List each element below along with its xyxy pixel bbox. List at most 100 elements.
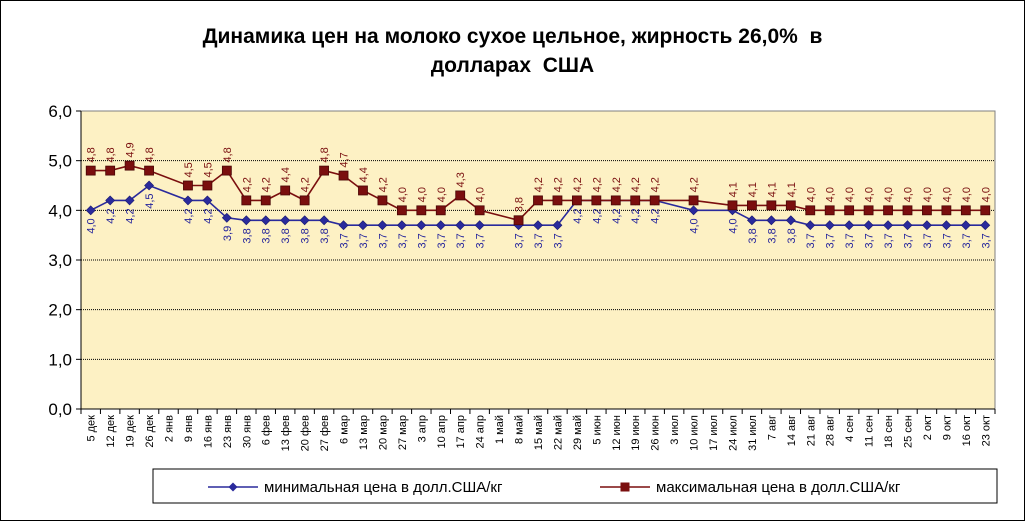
data-label-min: 3,7 [455, 233, 467, 248]
legend: минимальная цена в долл.США/кг максимальн… [152, 468, 998, 504]
x-tick-label: 30 янв [241, 415, 253, 448]
x-tick-label: 24 апр [475, 415, 487, 448]
x-tick-label: 27 фев [319, 415, 331, 451]
data-label-min: 3,8 [300, 228, 312, 243]
x-tick-label: 24 июл [727, 415, 739, 451]
data-point-min [124, 195, 135, 206]
legend-marker-max [620, 482, 630, 492]
data-label-min: 3,7 [436, 233, 448, 248]
x-tick-label: 7 авг [766, 415, 778, 440]
x-tick-label: 9 окт [941, 415, 953, 440]
x-tick-label: 1 май [494, 415, 506, 444]
data-label-max: 4,0 [883, 187, 895, 202]
x-tick-label: 27 мар [397, 415, 409, 450]
data-point-max [124, 160, 135, 171]
data-label-min: 3,7 [339, 233, 351, 248]
data-label-min: 3,8 [280, 228, 292, 243]
data-point-min [280, 215, 291, 226]
data-label-max: 4,2 [689, 177, 701, 192]
data-point-max [649, 195, 660, 206]
data-label-min: 3,7 [805, 233, 817, 248]
data-point-min [980, 220, 991, 231]
data-label-min: 4,0 [727, 218, 739, 233]
data-label-min: 3,7 [416, 233, 428, 248]
data-label-max: 4,8 [86, 147, 98, 162]
data-point-min [922, 220, 932, 231]
data-label-max: 4,2 [591, 177, 603, 192]
data-point-max [688, 195, 699, 206]
data-label-min: 4,0 [689, 218, 701, 233]
y-tick-label: 3,0 [48, 251, 72, 270]
chart-title: Динамика цен на молоко сухое цельное, жи… [0, 22, 1025, 80]
data-point-min [960, 220, 971, 231]
data-point-min [105, 195, 116, 206]
x-tick-label: 13 мар [358, 415, 370, 450]
x-tick-label: 5 дек [86, 415, 98, 442]
data-label-min: 3,7 [980, 233, 992, 248]
data-point-max [183, 180, 193, 191]
data-point-min [863, 220, 874, 231]
x-tick-label: 2 окт [922, 415, 934, 440]
data-point-min [338, 220, 349, 231]
data-label-max: 4,2 [300, 177, 312, 192]
data-point-min [844, 220, 855, 231]
data-label-min: 4,2 [125, 208, 137, 223]
data-point-max [299, 195, 310, 206]
x-tick-label: 18 сен [883, 415, 895, 448]
data-label-min: 3,7 [533, 233, 545, 248]
data-label-min: 3,7 [864, 233, 876, 248]
x-tick-label: 3 июл [669, 415, 681, 445]
data-point-max [396, 205, 407, 216]
data-point-max [513, 215, 524, 226]
data-label-min: 4,2 [572, 208, 584, 223]
data-label-min: 3,7 [941, 233, 953, 248]
data-label-min: 3,8 [747, 228, 759, 243]
data-label-max: 4,0 [805, 187, 817, 202]
data-label-min: 3,7 [844, 233, 856, 248]
data-label-max: 4,0 [436, 187, 448, 202]
x-tick-label: 13 фев [280, 415, 292, 451]
data-label-min: 3,7 [377, 233, 389, 248]
data-point-max [435, 205, 446, 216]
data-point-max [980, 205, 991, 216]
data-label-min: 4,2 [183, 208, 195, 223]
data-label-max: 4,2 [377, 177, 389, 192]
data-point-max [144, 165, 154, 176]
x-tick-label: 16 окт [961, 415, 973, 446]
data-point-min [85, 205, 96, 216]
x-tick-label: 22 май [552, 415, 564, 450]
data-point-min [221, 212, 232, 223]
data-label-min: 4,2 [105, 208, 117, 223]
y-tick-label: 1,0 [48, 350, 72, 369]
x-tick-label: 20 фев [300, 415, 312, 451]
chart-title-line-2: долларах США [430, 54, 595, 77]
data-label-max: 4,5 [183, 162, 195, 177]
data-point-min [824, 220, 835, 231]
x-tick-label: 19 июн [630, 415, 642, 451]
data-point-max [533, 195, 543, 206]
x-tick-label: 12 июн [611, 415, 623, 451]
data-point-min [883, 220, 893, 231]
chart-title-line-1: Динамика цен на молоко сухое цельное, жи… [202, 25, 823, 48]
data-label-max: 4,0 [475, 187, 487, 202]
data-label-min: 3,9 [222, 226, 234, 241]
data-label-max: 4,0 [941, 187, 953, 202]
x-tick-label: 11 сен [864, 415, 876, 447]
data-label-max: 4,8 [105, 147, 117, 162]
data-label-max: 4,2 [241, 177, 253, 192]
data-label-min: 4,5 [144, 194, 156, 209]
x-tick-label: 15 май [533, 415, 545, 450]
x-tick-label: 17 апр [455, 415, 467, 448]
x-tick-label: 23 янв [222, 415, 234, 448]
data-point-min [474, 220, 485, 231]
data-point-min [377, 220, 388, 231]
data-point-min [299, 215, 310, 226]
data-point-max [863, 205, 874, 216]
x-tick-label: 20 мар [377, 415, 389, 450]
data-label-min: 3,7 [397, 233, 409, 248]
data-point-min [746, 215, 757, 226]
x-tick-label: 31 июл [747, 415, 759, 451]
data-label-max: 4,1 [766, 182, 778, 197]
data-point-max [941, 205, 952, 216]
